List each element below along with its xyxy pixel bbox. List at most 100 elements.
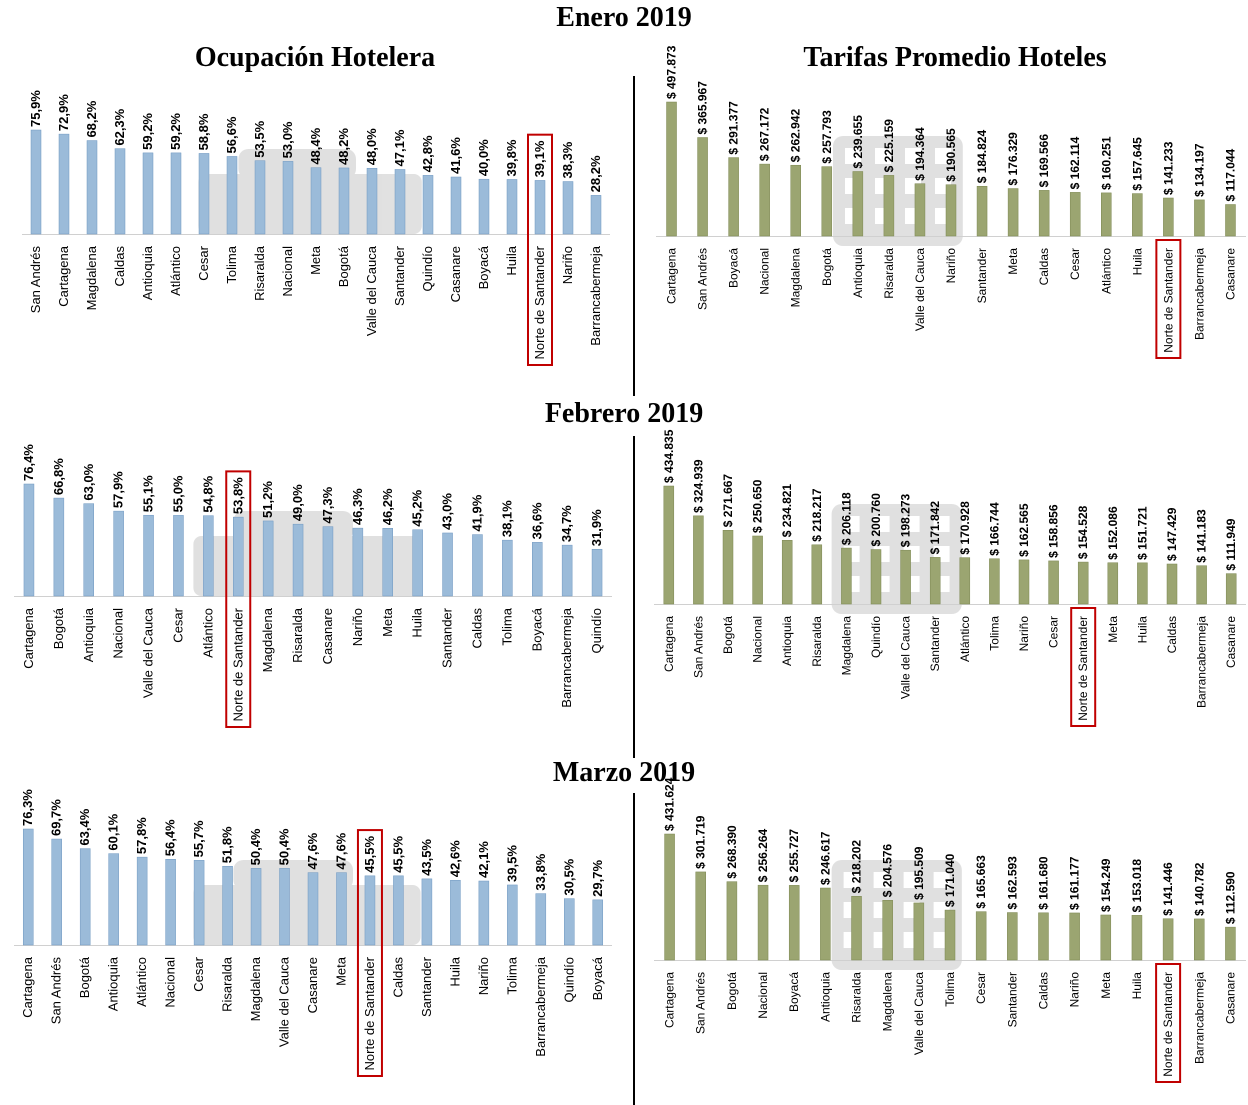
- chart-marzo-ocupacion: 76,3% Cartagena 69,7% San Andrés 63,4% Bogotá…: [14, 789, 612, 1078]
- bar-antioquia: [820, 887, 831, 961]
- category-label: Tolima: [224, 245, 239, 283]
- bar-quindío: [591, 548, 603, 597]
- category-label: Magdalena: [84, 245, 99, 310]
- value-label: $ 204.576: [881, 844, 895, 898]
- category-label: Huila: [410, 607, 425, 637]
- value-label: $ 431.624: [663, 777, 677, 831]
- bar-valle-del-cauca: [914, 183, 926, 237]
- bar-santander: [929, 557, 941, 605]
- vertical-divider-febrero: [633, 436, 635, 758]
- bar-bogotá: [53, 497, 65, 597]
- value-label: 47,3%: [320, 486, 335, 523]
- value-label: 41,6%: [448, 137, 463, 174]
- category-label: Huila: [447, 956, 462, 986]
- bar-santander: [394, 169, 406, 235]
- value-label: 76,3%: [20, 789, 35, 826]
- value-label: $ 112.590: [1223, 871, 1237, 924]
- category-label: Casanare: [1224, 616, 1238, 668]
- bar-barrancabermeja: [1196, 565, 1207, 605]
- value-label: 47,6%: [333, 832, 348, 869]
- category-label: Quindío: [869, 616, 883, 658]
- category-label: Barrancabermeja: [559, 607, 574, 707]
- category-label: Cartagena: [20, 956, 35, 1017]
- category-label: Barrancabermeja: [1195, 616, 1209, 708]
- bar-barrancabermeja: [535, 893, 547, 946]
- category-label: Boyacá: [787, 972, 801, 1012]
- title-tarifas: Tarifas Promedio Hoteles: [803, 42, 1107, 73]
- category-label: Valle del Cauca: [277, 956, 292, 1047]
- value-label: 69,7%: [49, 799, 64, 836]
- category-label: Casanare: [1223, 972, 1237, 1024]
- bar-magdalena: [262, 520, 274, 597]
- value-label: 28,2%: [588, 155, 603, 192]
- bar-antioquia: [142, 152, 154, 235]
- bar-magdalena: [250, 868, 262, 946]
- bar-boyacá: [728, 157, 739, 237]
- bar-nacional: [165, 859, 176, 946]
- category-label: Magdalena: [881, 972, 895, 1032]
- value-label: 45,5%: [362, 836, 377, 873]
- bar-boyacá: [532, 542, 543, 597]
- bar-nacional: [757, 884, 769, 961]
- category-label: Caldas: [112, 246, 127, 287]
- value-label: 48,0%: [364, 128, 379, 165]
- category-label: San Andrés: [28, 246, 43, 314]
- bar-atlántico: [136, 856, 148, 946]
- bar-cartagena: [663, 485, 675, 605]
- bar-cesar: [193, 860, 205, 946]
- bar-antioquia: [852, 171, 864, 237]
- bar-norte-de-santander: [364, 875, 376, 946]
- category-label: Caldas: [1037, 248, 1051, 285]
- bar-nariño: [562, 181, 574, 235]
- bar-nariño: [478, 880, 490, 946]
- value-label: $ 141.183: [1195, 509, 1209, 563]
- value-label: $ 206.118: [839, 492, 853, 545]
- bar-valle-del-cauca: [366, 167, 378, 235]
- category-label: Huila: [1130, 248, 1144, 276]
- bar-magdalena: [841, 547, 852, 605]
- value-label: $ 257.793: [820, 110, 834, 164]
- bar-meta: [310, 167, 322, 235]
- category-label: Magdalena: [260, 607, 275, 672]
- value-label: 53,8%: [230, 477, 245, 514]
- watermark: [193, 860, 421, 945]
- category-label: Caldas: [390, 957, 405, 998]
- vertical-divider-enero: [633, 76, 635, 396]
- bar-nacional: [752, 535, 763, 605]
- value-label: $ 158.856: [1047, 504, 1061, 558]
- value-label: $ 434.835: [662, 429, 676, 483]
- value-label: 38,1%: [499, 500, 514, 537]
- category-label: Barrancabermeja: [533, 956, 548, 1056]
- bar-santander: [442, 532, 453, 597]
- value-label: $ 365.967: [696, 81, 710, 135]
- bar-casanare: [307, 872, 319, 946]
- value-label: $ 160.251: [1099, 136, 1113, 190]
- bar-meta: [336, 872, 347, 946]
- value-label: 63,4%: [77, 808, 92, 845]
- value-label: 45,2%: [410, 489, 425, 526]
- category-label: Nacional: [163, 957, 178, 1008]
- value-label: 50,4%: [277, 828, 292, 865]
- bar-san-andrés: [30, 129, 42, 235]
- bar-bogotá: [722, 530, 734, 605]
- category-label: Cesar: [1068, 248, 1082, 280]
- category-label: Antioquia: [818, 972, 832, 1022]
- category-label: Bogotá: [820, 248, 834, 286]
- value-label: 38,3%: [560, 141, 575, 178]
- bar-boyacá: [478, 178, 490, 235]
- category-label: Nacional: [280, 246, 295, 297]
- value-label: 51,2%: [260, 481, 275, 518]
- value-label: 55,7%: [191, 820, 206, 857]
- category-label: Barrancabermeja: [1192, 248, 1206, 340]
- category-label: Risaralda: [882, 248, 896, 299]
- category-label: Meta: [308, 245, 323, 275]
- bar-risaralda: [292, 523, 304, 597]
- category-label: Meta: [380, 607, 395, 637]
- value-label: 53,0%: [280, 121, 295, 158]
- value-label: 48,2%: [336, 128, 351, 165]
- value-label: $ 162.593: [1005, 856, 1019, 910]
- value-label: 72,9%: [56, 94, 71, 131]
- bar-cesar: [1048, 560, 1059, 605]
- value-label: $ 151.721: [1135, 506, 1149, 560]
- value-label: $ 184.824: [975, 130, 989, 184]
